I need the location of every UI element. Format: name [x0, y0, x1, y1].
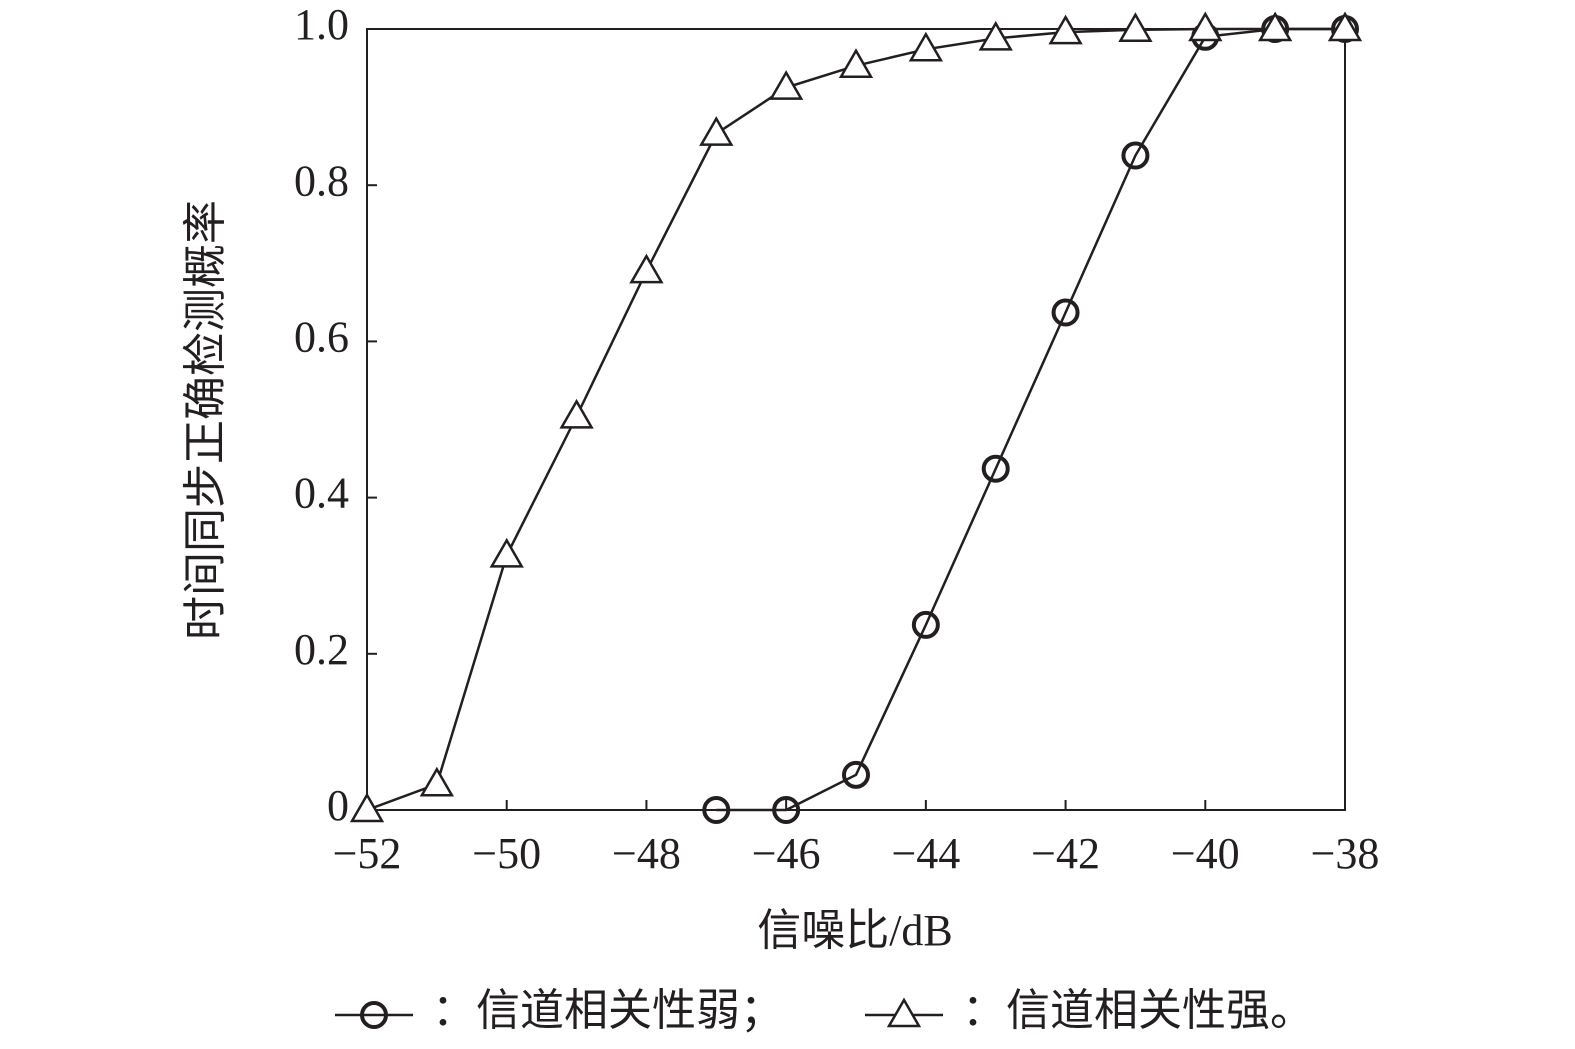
- data-point: [978, 20, 1013, 51]
- x-tick-label: −42: [1031, 829, 1100, 878]
- data-point: [772, 796, 801, 824]
- x-tick-label: −44: [891, 829, 960, 878]
- data-point: [699, 116, 734, 146]
- series-line: [716, 27, 1345, 812]
- data-point: [768, 70, 804, 100]
- data-point: [1051, 298, 1080, 327]
- y-tick-label: 0.6: [294, 312, 349, 361]
- legend-label: ：信道相关性强。: [962, 986, 1314, 1035]
- series-line: [366, 27, 1345, 812]
- x-axis-label: 信噪比/dB: [757, 906, 953, 955]
- y-tick-label: 0.4: [294, 469, 349, 518]
- y-tick-label: 0.8: [294, 156, 349, 205]
- data-point: [1121, 141, 1150, 170]
- x-tick-label: −38: [1311, 829, 1380, 878]
- legend-label: ：信道相关性弱；: [432, 986, 784, 1035]
- y-axis-label: 时间同步正确检测概率: [181, 200, 230, 640]
- y-tick-label: 1.0: [294, 0, 349, 49]
- data-point: [981, 454, 1010, 483]
- data-point: [911, 610, 940, 639]
- x-tick-label: −46: [752, 829, 821, 878]
- data-point: [1257, 11, 1293, 42]
- data-point: [559, 398, 594, 429]
- x-tick-label: −50: [472, 829, 541, 878]
- x-tick-label: −48: [612, 829, 681, 878]
- data-point: [349, 792, 385, 823]
- y-tick-label: 0.2: [294, 625, 349, 674]
- data-point: [1118, 12, 1153, 43]
- plot-frame: [366, 28, 1346, 811]
- data-point: [842, 760, 870, 789]
- data-point: [838, 48, 874, 78]
- x-tick-label: −52: [333, 829, 402, 878]
- data-point: [1048, 14, 1083, 45]
- legend-marker: [886, 997, 922, 1028]
- data-point: [629, 253, 664, 284]
- data-point: [1188, 11, 1223, 42]
- legend-marker: [360, 1001, 388, 1029]
- data-point: [489, 537, 524, 568]
- data-point: [419, 766, 455, 797]
- data-point: [908, 31, 944, 62]
- data-point: [702, 796, 731, 824]
- y-tick-label: 0: [327, 781, 349, 830]
- x-tick-label: −40: [1171, 829, 1240, 878]
- data-point: [1327, 11, 1363, 42]
